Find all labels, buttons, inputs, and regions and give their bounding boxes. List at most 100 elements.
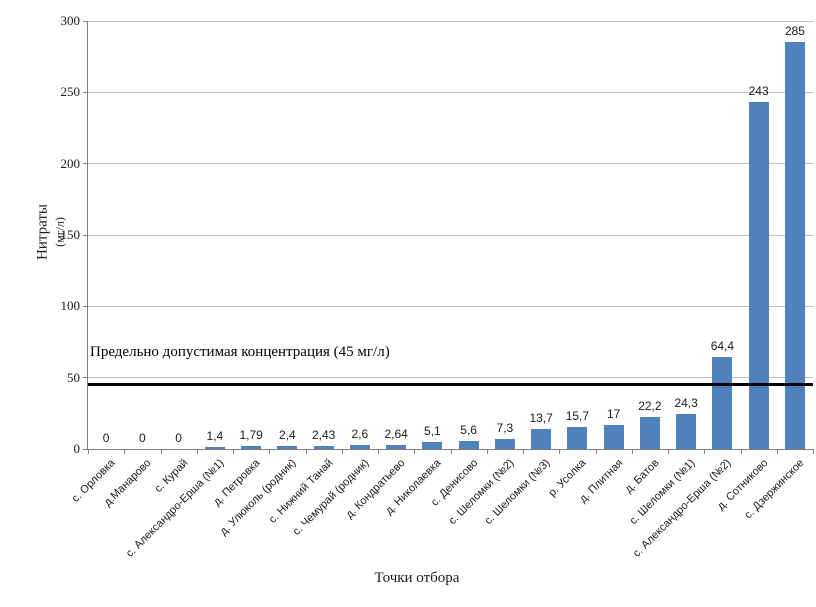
x-category-label: д. Улюколь (родник) xyxy=(218,457,299,538)
y-tick-label: 200 xyxy=(60,155,81,171)
x-axis-title: Точки отбора xyxy=(374,570,460,586)
y-tick-mark xyxy=(83,91,88,93)
y-tick-mark xyxy=(83,163,88,165)
bar xyxy=(748,102,769,449)
y-tick-label: 50 xyxy=(67,369,80,385)
reference-line xyxy=(88,383,813,387)
reference-line-label: Предельно допустимая концентрация (45 мг… xyxy=(90,343,390,360)
bar xyxy=(639,417,660,449)
y-tick-label: 0 xyxy=(73,441,81,456)
bar xyxy=(712,357,733,449)
x-category-label: с. Орловка xyxy=(69,457,118,505)
x-category-label: с. Денисово xyxy=(428,457,481,509)
bar-value-label: 0 xyxy=(139,431,146,445)
gridline xyxy=(88,305,813,307)
x-tick-mark xyxy=(88,449,89,454)
x-tick-mark xyxy=(595,449,597,454)
y-tick-label: 250 xyxy=(60,84,81,100)
x-tick-mark xyxy=(704,449,706,454)
bar xyxy=(531,429,552,449)
bar-value-label: 2,43 xyxy=(311,427,336,442)
bar-value-label: 17 xyxy=(606,406,621,421)
bar xyxy=(349,445,370,449)
x-tick-mark xyxy=(341,449,343,454)
x-category-label: д.Манарово xyxy=(102,457,154,509)
bar-value-label: 285 xyxy=(784,24,805,39)
bar-value-label: 7,3 xyxy=(496,420,514,435)
bar xyxy=(567,426,588,449)
x-tick-mark xyxy=(233,449,234,454)
x-category-label: д. Петровка xyxy=(211,457,263,509)
bar-value-label: 5,6 xyxy=(460,423,477,438)
bar xyxy=(603,424,624,449)
x-tick-mark xyxy=(776,449,778,454)
x-tick-mark xyxy=(740,449,742,454)
bar xyxy=(241,446,262,449)
bar xyxy=(204,447,225,449)
bar-value-label: 2,6 xyxy=(351,427,369,442)
bar-value-label: 22,2 xyxy=(638,399,662,414)
bar-value-label: 0 xyxy=(102,431,110,445)
bar xyxy=(458,441,479,449)
bar-value-label: 0 xyxy=(175,431,182,445)
y-tick-mark xyxy=(83,20,88,22)
y-tick-mark xyxy=(83,234,88,236)
y-tick-mark xyxy=(83,305,88,307)
bar-value-label: 13,7 xyxy=(529,411,553,426)
gridline xyxy=(88,163,813,165)
x-tick-mark xyxy=(631,449,633,454)
bar xyxy=(494,438,515,449)
y-tick-label: 100 xyxy=(60,298,81,314)
x-tick-mark xyxy=(523,449,524,454)
bar-value-label: 1,4 xyxy=(206,429,224,444)
bar-value-label: 2,64 xyxy=(384,427,408,442)
x-category-label: с. Шеломки (№3) xyxy=(482,457,553,527)
x-tick-mark xyxy=(559,449,561,454)
bar-value-label: 64,4 xyxy=(710,339,735,354)
x-tick-mark xyxy=(196,449,198,454)
gridline xyxy=(88,377,813,379)
x-tick-mark xyxy=(305,449,307,454)
x-tick-mark xyxy=(813,449,814,454)
gridline xyxy=(88,21,813,22)
x-category-label: с. Курай xyxy=(152,457,191,496)
bar-value-label: 2,4 xyxy=(279,427,296,442)
bar xyxy=(277,445,298,449)
bar xyxy=(676,414,697,449)
x-tick-mark xyxy=(414,449,416,454)
x-tick-mark xyxy=(124,449,126,454)
x-tick-mark xyxy=(378,449,379,454)
x-category-label: д. Сотниково xyxy=(714,457,771,513)
x-category-label: д. Кондратьево xyxy=(343,457,408,521)
bar xyxy=(422,441,443,449)
y-tick-label: 300 xyxy=(60,13,81,28)
bar-value-label: 243 xyxy=(748,84,769,99)
bar-value-label: 1,79 xyxy=(239,428,263,443)
gridline xyxy=(88,91,813,93)
gridline xyxy=(88,234,813,236)
x-tick-mark xyxy=(668,449,669,454)
bar xyxy=(784,42,805,449)
x-category-label: с. Нижний Танай xyxy=(266,457,336,526)
y-tick-label: 150 xyxy=(60,227,81,242)
bar xyxy=(313,445,334,449)
x-tick-mark xyxy=(160,449,162,454)
bar-value-label: 5,1 xyxy=(424,423,441,438)
x-category-label: с. Шеломки (№2) xyxy=(446,457,517,527)
y-tick-mark xyxy=(83,377,88,379)
x-category-label: д. Плитная xyxy=(576,457,626,506)
plot-area: 300 250 200 150 100 50 0 0 0 0 1,4 1,79 2,4 2,43 2,6 2,… xyxy=(61,13,814,456)
x-category-label: с. Александро-Ерша (№1) xyxy=(123,457,227,560)
x-category-label: с. Александро-Ерша (№2) xyxy=(631,457,734,560)
x-category-label: д. Батов xyxy=(622,457,662,496)
y-tick-mark xyxy=(83,448,88,450)
bar xyxy=(386,445,407,449)
x-category-label: с. Дзержинское xyxy=(742,457,807,522)
x-category-label: д. Николаевка xyxy=(383,457,444,518)
bar-value-label: 24,3 xyxy=(674,396,698,411)
x-tick-mark xyxy=(486,449,488,454)
x-tick-mark xyxy=(450,449,452,454)
x-category-label: с. Чемурай (родник) xyxy=(290,457,372,538)
bar-value-label: 15,7 xyxy=(565,408,590,423)
